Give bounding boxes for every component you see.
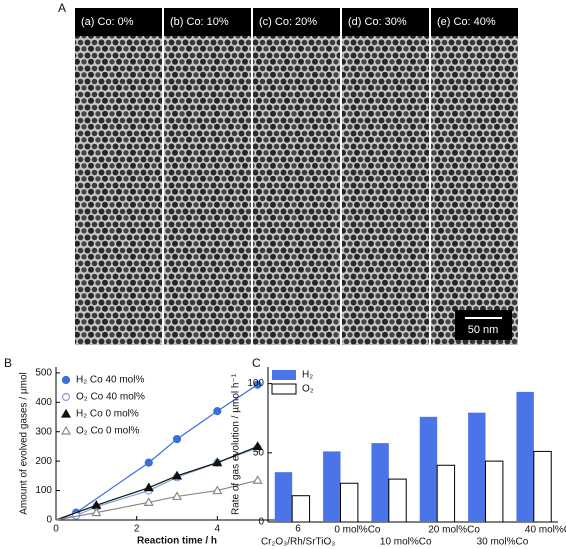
- panel-header: [253, 8, 340, 36]
- x-tick-label: 4: [215, 524, 221, 535]
- y-axis-label: Rate of gas evolution / µmol h⁻¹: [231, 373, 242, 515]
- micrograph: [431, 36, 518, 345]
- y-tick-label: 50: [253, 447, 265, 458]
- micrograph: [75, 36, 162, 345]
- legend-label: O₂: [302, 384, 314, 395]
- y-axis-label: Amount of evolved gases / µmol: [19, 372, 30, 515]
- legend-label: H₂: [302, 370, 313, 381]
- marker: [143, 482, 154, 492]
- bar: [533, 450, 552, 523]
- legend-marker: [60, 408, 72, 418]
- scale-bar-box: [455, 310, 512, 340]
- legend-swatch: [272, 370, 296, 380]
- legend-label: O₂ Co 0 mol%: [76, 426, 139, 437]
- panel-title: (d) Co: 30%: [348, 16, 407, 28]
- panel-title: (e) Co: 40%: [437, 16, 496, 28]
- marker: [172, 434, 182, 444]
- bar: [323, 451, 341, 522]
- panel-label: C: [252, 356, 261, 370]
- panel-title: (b) Co: 10%: [170, 16, 229, 28]
- marker: [252, 475, 263, 484]
- x-tick-label: 10 mol%Co: [380, 537, 432, 548]
- y-tick-label: 300: [35, 426, 52, 437]
- micrograph: [342, 36, 429, 345]
- bar: [516, 391, 534, 522]
- y-tick-label: 0: [46, 515, 52, 526]
- series-line: [55, 384, 258, 521]
- y-tick-label: 0: [258, 517, 264, 528]
- series-line: [55, 445, 258, 521]
- marker: [171, 491, 183, 501]
- bar: [419, 416, 438, 522]
- bar: [468, 412, 486, 522]
- series-line: [55, 479, 258, 521]
- y-tick-label: 500: [35, 368, 52, 379]
- panel-title: (c) Co: 20%: [259, 16, 317, 28]
- scale-bar-label: 50 nm: [468, 324, 499, 336]
- bar: [291, 495, 311, 523]
- panel-label: A: [58, 1, 66, 15]
- bar: [340, 482, 359, 523]
- panel-label: B: [4, 356, 12, 370]
- panel-header: [75, 8, 162, 36]
- panel-header: [342, 8, 429, 36]
- legend-marker: [61, 392, 71, 402]
- marker: [253, 380, 262, 389]
- marker: [91, 507, 102, 517]
- x-tick-label: 2: [134, 524, 140, 535]
- marker: [143, 497, 154, 506]
- panel-title: (a) Co: 0%: [81, 16, 134, 28]
- y-tick-label: 200: [35, 456, 52, 467]
- panel-header: [431, 8, 518, 36]
- marker: [144, 458, 153, 467]
- micrograph: [164, 36, 251, 345]
- x-tick-label: 6: [295, 524, 301, 535]
- micrograph: [253, 36, 340, 345]
- bar: [388, 478, 407, 523]
- x-tick-label: 0: [53, 524, 59, 535]
- x-tick-label: 40 mol%Co: [525, 525, 566, 536]
- y-tick-label: 400: [35, 397, 52, 408]
- legend-label: H₂ Co 40 mol%: [76, 375, 144, 386]
- bar: [485, 460, 504, 523]
- marker: [252, 441, 263, 451]
- marker: [212, 457, 223, 467]
- legend-label: O₂ Co 40 mol%: [76, 392, 145, 403]
- bar: [274, 472, 293, 522]
- y-tick-label: 100: [35, 485, 52, 496]
- x-tick-label: 0 mol%Co: [334, 525, 381, 536]
- marker: [212, 485, 223, 495]
- legend-marker: [61, 375, 71, 385]
- panel-a: A: [58, 1, 66, 15]
- marker: [171, 470, 183, 480]
- panel-header: [164, 8, 251, 36]
- legend-label: H₂ Co 0 mol%: [76, 409, 139, 420]
- legend-marker: [60, 425, 72, 435]
- legend-swatch: [271, 383, 297, 395]
- x-tick-label: 30 mol%Co: [477, 537, 529, 548]
- x-tick-label: Cr₂O₃/Rh/SrTiO₃: [261, 537, 335, 548]
- x-axis-label: Reaction time / h: [137, 536, 217, 547]
- bar: [371, 443, 389, 522]
- marker: [213, 407, 222, 416]
- bar: [436, 464, 456, 523]
- x-tick-label: 20 mol%Co: [428, 525, 480, 536]
- y-tick-label: 100: [247, 378, 264, 389]
